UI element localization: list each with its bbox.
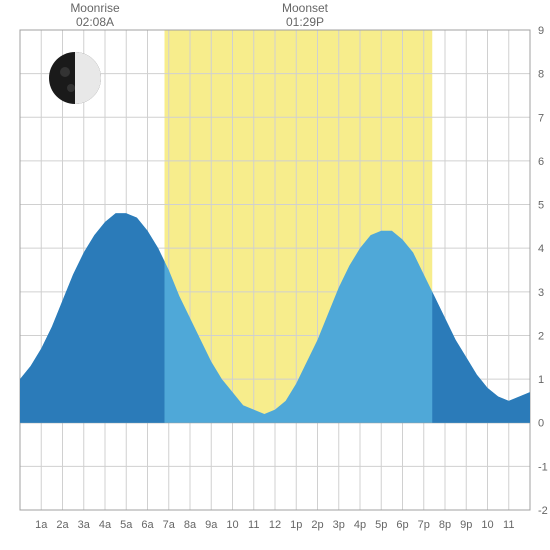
x-tick-label: 4a bbox=[99, 519, 112, 531]
tide-chart: Moonrise02:08AMoonset01:29P-2-1012345678… bbox=[0, 0, 550, 550]
x-tick-label: 7a bbox=[163, 519, 176, 531]
x-tick-label: 3p bbox=[333, 519, 345, 531]
x-tick-label: 1p bbox=[290, 519, 302, 531]
tide-area-night-pm bbox=[432, 292, 530, 423]
x-tick-label: 5a bbox=[120, 519, 133, 531]
moonset-label: Moonset bbox=[282, 1, 329, 15]
x-tick-label: 10 bbox=[481, 519, 493, 531]
y-tick-label: 4 bbox=[538, 243, 544, 255]
y-tick-label: -1 bbox=[538, 461, 548, 473]
x-tick-label: 2p bbox=[311, 519, 323, 531]
y-tick-label: -2 bbox=[538, 505, 548, 517]
moonrise-label: Moonrise bbox=[70, 1, 120, 15]
x-tick-label: 5p bbox=[375, 519, 387, 531]
y-tick-label: 1 bbox=[538, 374, 544, 386]
y-tick-label: 8 bbox=[538, 69, 544, 81]
y-tick-label: 3 bbox=[538, 287, 544, 299]
x-tick-label: 2a bbox=[56, 519, 69, 531]
chart-svg: Moonrise02:08AMoonset01:29P-2-1012345678… bbox=[0, 0, 550, 550]
x-tick-label: 11 bbox=[503, 519, 514, 531]
moonset-time: 01:29P bbox=[286, 15, 324, 29]
x-tick-label: 9a bbox=[205, 519, 218, 531]
y-tick-label: 0 bbox=[538, 418, 544, 430]
x-tick-label: 6a bbox=[141, 519, 154, 531]
x-tick-label: 3a bbox=[78, 519, 91, 531]
x-tick-label: 7p bbox=[418, 519, 430, 531]
y-tick-label: 7 bbox=[538, 112, 544, 124]
x-tick-label: 1a bbox=[35, 519, 48, 531]
y-tick-label: 9 bbox=[538, 25, 544, 37]
x-tick-label: 12 bbox=[269, 519, 281, 531]
x-tick-label: 8p bbox=[439, 519, 451, 531]
y-tick-label: 6 bbox=[538, 156, 544, 168]
x-tick-label: 4p bbox=[354, 519, 366, 531]
x-tick-label: 8a bbox=[184, 519, 197, 531]
y-tick-label: 2 bbox=[538, 330, 544, 342]
x-tick-label: 6p bbox=[396, 519, 408, 531]
moonrise-time: 02:08A bbox=[76, 15, 114, 29]
x-tick-label: 11 bbox=[248, 519, 259, 531]
x-tick-label: 9p bbox=[460, 519, 472, 531]
y-tick-label: 5 bbox=[538, 200, 544, 212]
x-tick-label: 10 bbox=[226, 519, 238, 531]
